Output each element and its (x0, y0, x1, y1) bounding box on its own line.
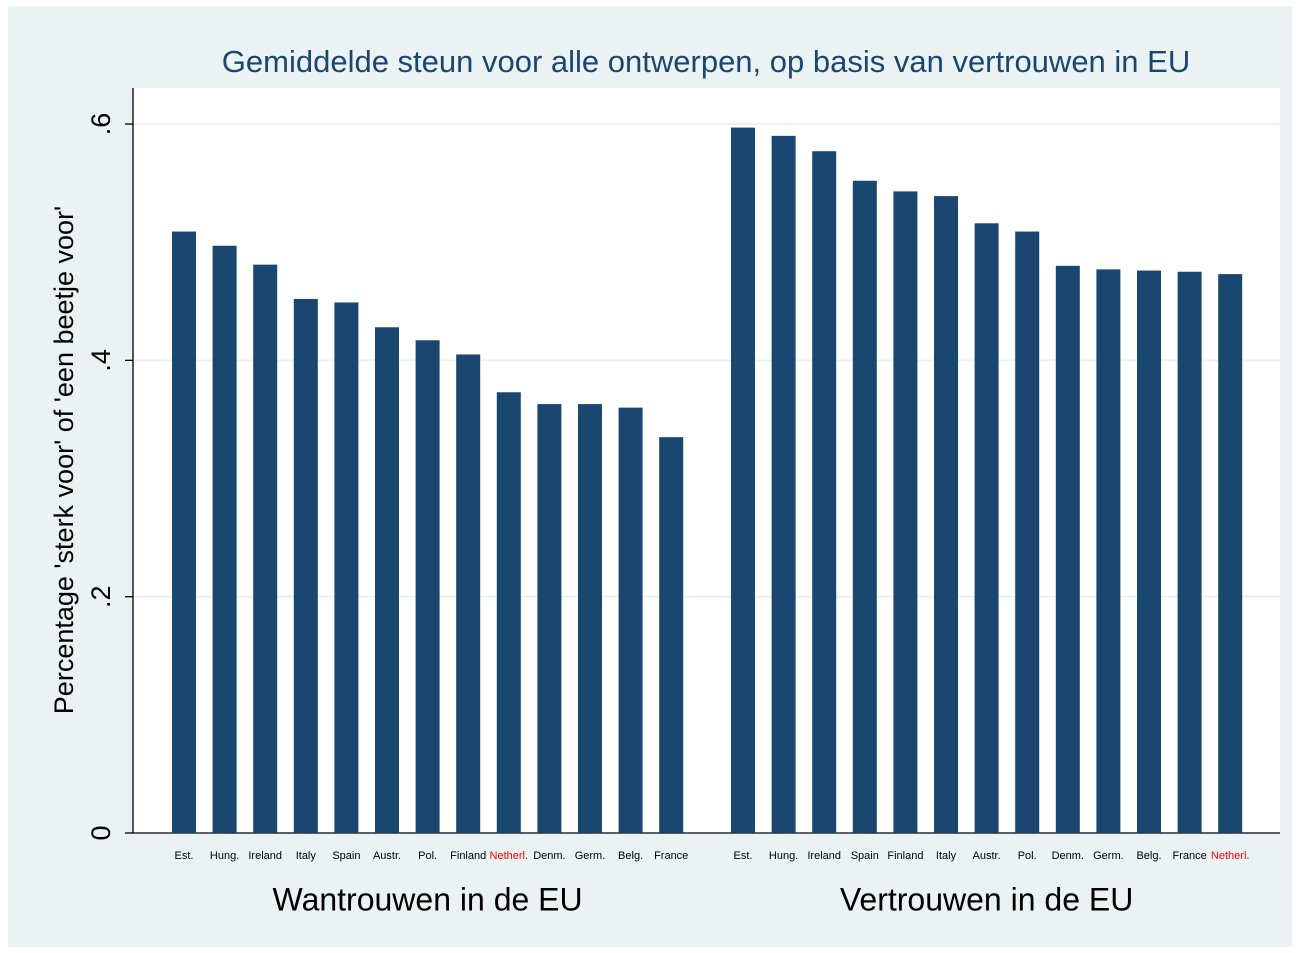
x-tick-label: Finland (450, 850, 486, 862)
bar (618, 407, 643, 833)
x-tick-label: Netherl. (1211, 850, 1250, 862)
y-tick-label: .6 (86, 113, 116, 136)
x-tick-label: Spain (332, 850, 360, 862)
bar (375, 327, 399, 833)
bar (172, 231, 196, 833)
y-tick-label: .4 (86, 349, 116, 372)
group-label: Wantrouwen in de EU (273, 881, 583, 917)
x-tick-label: Denm. (533, 850, 565, 862)
bar (934, 196, 958, 833)
x-tick-label: Italy (296, 850, 317, 862)
bar (771, 135, 796, 834)
x-tick-label: Germ. (1093, 850, 1124, 862)
x-tick-label: Hung. (769, 850, 798, 862)
y-tick-label: 0 (86, 825, 116, 840)
bar (415, 340, 440, 833)
bar (974, 223, 999, 834)
x-tick-label: Est. (175, 850, 194, 862)
bar (212, 245, 237, 834)
bar (537, 404, 562, 833)
x-tick-label: Pol. (418, 850, 437, 862)
x-tick-label: Pol. (1018, 850, 1037, 862)
bar (893, 191, 918, 834)
bar (253, 264, 278, 833)
x-tick-label: Ireland (807, 850, 841, 862)
x-tick-label: Spain (851, 850, 879, 862)
x-tick-label: France (1172, 850, 1206, 862)
bar (659, 437, 684, 833)
bar (812, 151, 837, 833)
y-axis-label: Percentage 'sterk voor' of 'een beetje v… (49, 206, 79, 714)
x-tick-label: Italy (936, 850, 957, 862)
x-tick-label: Austr. (373, 850, 401, 862)
x-tick-label: Belg. (1136, 850, 1161, 862)
x-tick-label: Netherl. (490, 850, 529, 862)
bar (852, 180, 877, 834)
bar (1137, 270, 1161, 833)
bar (293, 298, 318, 833)
x-tick-label: Belg. (618, 850, 643, 862)
bar (334, 302, 359, 833)
bar (731, 127, 755, 833)
x-tick-label: Denm. (1052, 850, 1084, 862)
x-tick-label: Ireland (248, 850, 282, 862)
bar (1096, 269, 1121, 834)
x-tick-label: France (654, 850, 688, 862)
bar (1218, 274, 1243, 833)
bar (1177, 271, 1202, 833)
x-tick-label: Finland (887, 850, 923, 862)
bar (496, 392, 521, 833)
x-tick-label: Germ. (575, 850, 606, 862)
x-tick-label: Hung. (210, 850, 239, 862)
plot-background (133, 88, 1280, 833)
bar (456, 354, 481, 833)
bar (1015, 231, 1040, 833)
bar (578, 404, 602, 833)
y-tick-label: .2 (86, 585, 116, 608)
bar (1055, 265, 1080, 834)
x-tick-label: Austr. (973, 850, 1001, 862)
chart-title: Gemiddelde steun voor alle ontwerpen, op… (222, 44, 1190, 79)
group-label: Vertrouwen in de EU (840, 881, 1134, 917)
x-tick-label: Est. (734, 850, 753, 862)
